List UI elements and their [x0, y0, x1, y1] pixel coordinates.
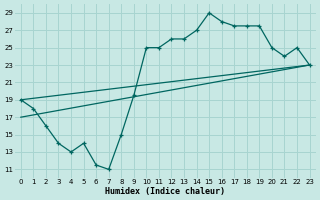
X-axis label: Humidex (Indice chaleur): Humidex (Indice chaleur): [105, 187, 225, 196]
